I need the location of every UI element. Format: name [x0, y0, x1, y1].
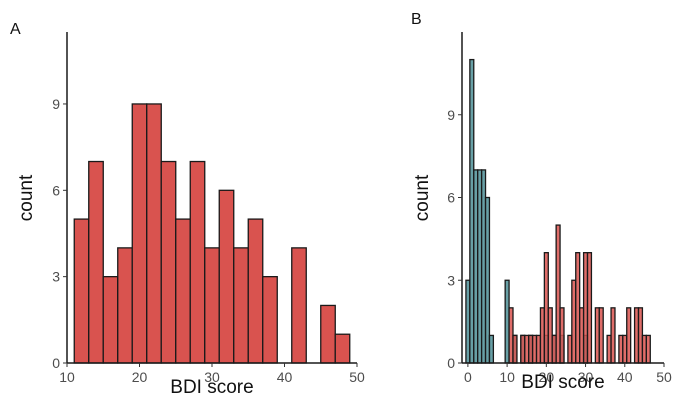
histogram-bar — [334, 333, 351, 364]
x-tick-label: 0 — [464, 369, 472, 385]
histogram-bar — [73, 218, 90, 364]
histogram-bar — [559, 307, 565, 364]
y-tick-label: 6 — [52, 182, 60, 198]
y-tick-label: 6 — [447, 190, 455, 206]
histogram-bar — [218, 189, 235, 364]
y-axis-title: count — [16, 174, 37, 221]
histogram-bar — [291, 247, 307, 364]
x-tick-label: 30 — [578, 369, 594, 385]
x-tick-label: 40 — [617, 369, 633, 385]
x-axis-title: BDI score — [170, 377, 253, 398]
histogram-bar — [88, 160, 104, 364]
histogram-bar — [102, 276, 119, 364]
y-tick-label: 0 — [52, 355, 60, 371]
histogram-bar — [512, 334, 518, 364]
chart-panel-a: A 10 20 30 40 50 0 3 6 9 BDI score count — [10, 21, 365, 398]
histogram-bar — [488, 334, 495, 364]
x-tick-label: 10 — [59, 369, 75, 385]
histogram-bar — [586, 252, 593, 364]
panel-label: A — [10, 21, 21, 38]
x-tick-label: 50 — [349, 369, 365, 385]
histogram-bar — [117, 247, 133, 364]
histogram-bar — [598, 307, 604, 364]
histogram-bar — [189, 160, 206, 364]
histogram-bar — [233, 247, 249, 364]
x-tick-label: 10 — [499, 369, 515, 385]
histogram-bar — [160, 160, 177, 364]
y-tick-label: 3 — [52, 269, 60, 285]
histogram-bar — [204, 247, 220, 364]
histogram-bar — [645, 334, 651, 364]
x-tick-label: 40 — [277, 369, 293, 385]
y-axis-title: count — [412, 174, 433, 221]
x-axis-title: BDI score — [521, 372, 604, 393]
x-tick-label: 50 — [656, 369, 672, 385]
y-tick-label: 9 — [447, 107, 455, 123]
panel-label: B — [411, 11, 422, 28]
x-tick-label: 20 — [132, 369, 148, 385]
histogram-bar — [247, 218, 264, 364]
histogram-bar — [131, 103, 148, 364]
y-tick-label: 3 — [447, 272, 455, 288]
histogram-bar — [175, 218, 191, 364]
histogram-bar — [146, 103, 162, 364]
histogram-bar — [626, 307, 632, 364]
y-tick-label: 9 — [52, 96, 60, 112]
x-tick-label: 20 — [539, 369, 555, 385]
x-tick-label: 30 — [204, 369, 220, 385]
histogram-bar — [320, 304, 336, 364]
histogram-bar — [262, 276, 278, 364]
chart-panel-b: B 0 10 20 30 40 50 0 3 6 9 BDI score count — [411, 11, 672, 393]
histogram-bar — [610, 307, 616, 364]
y-tick-label: 0 — [447, 355, 455, 371]
